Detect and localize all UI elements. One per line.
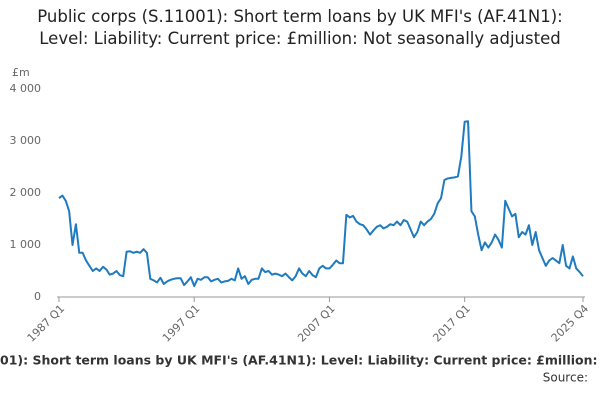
y-unit: £m bbox=[12, 66, 30, 79]
x-tick-label: 2025 Q4 bbox=[549, 302, 592, 345]
x-tick-label: 1997 Q1 bbox=[160, 302, 203, 345]
y-tick-label: 0 bbox=[34, 290, 41, 303]
source: Source: bbox=[543, 371, 588, 385]
x-tick-label: 2007 Q1 bbox=[295, 302, 338, 345]
y-tick-label: 1 000 bbox=[10, 238, 42, 251]
footer-title: 01): Short term loans by UK MFI's (AF.41… bbox=[0, 353, 600, 368]
y-tick-label: 2 000 bbox=[10, 186, 42, 199]
chart-title: Public corps (S.11001): Short term loans… bbox=[37, 7, 563, 48]
y-tick-label: 3 000 bbox=[10, 134, 42, 147]
y-tick-label: 4 000 bbox=[10, 82, 42, 95]
line-series bbox=[58, 120, 584, 288]
x-tick-label: 2017 Q1 bbox=[430, 302, 473, 345]
x-tick-label: 1987 Q1 bbox=[25, 302, 68, 345]
